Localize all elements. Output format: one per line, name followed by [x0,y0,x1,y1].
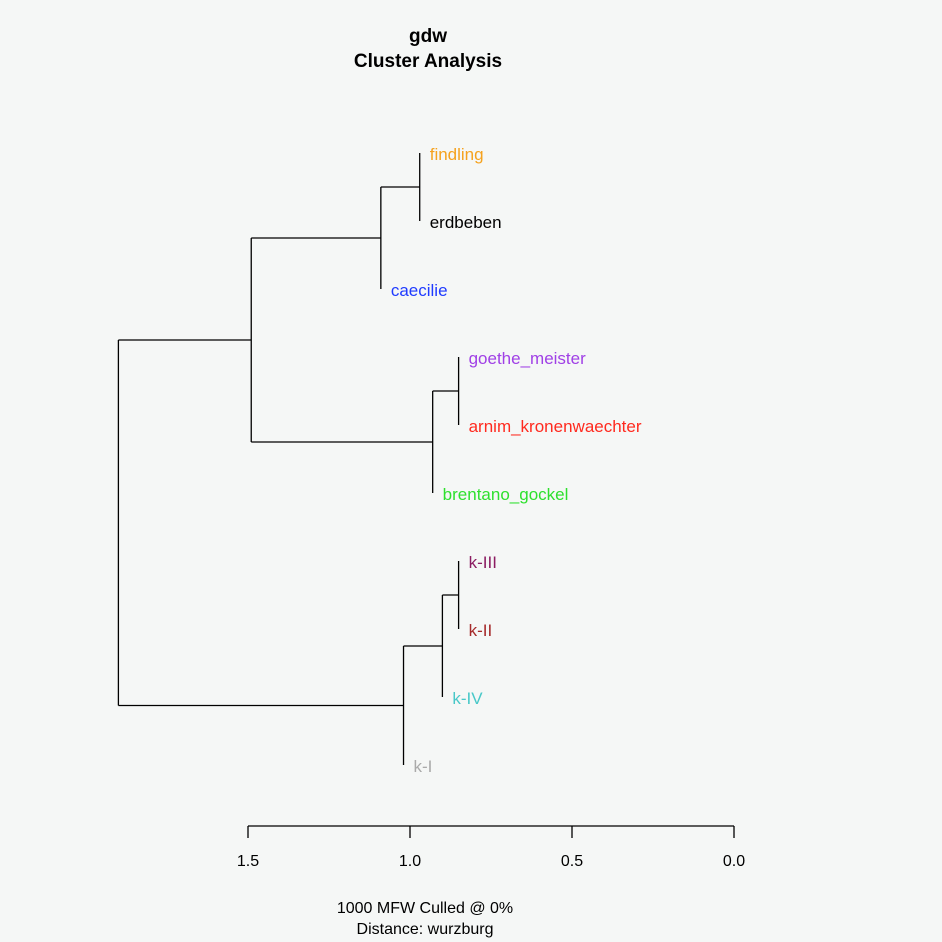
leaf-label: findling [430,145,484,164]
leaf-label: k-II [469,621,493,640]
tick-label: 1.5 [237,853,259,870]
footer-distance: Distance: wurzburg [357,921,494,938]
tick-label: 0.5 [561,853,583,870]
footer-mfw: 1000 MFW Culled @ 0% [337,900,513,917]
tick-label: 1.0 [399,853,421,870]
leaf-label: arnim_kronenwaechter [469,417,642,436]
leaf-label: goethe_meister [469,349,587,368]
chart-title: gdw [409,26,447,47]
x-axis: 1.5 1.0 0.5 0.0 [237,825,745,870]
leaf-label: k-III [469,553,497,572]
leaf-label: k-I [414,757,433,776]
tick-label: 0.0 [723,853,745,870]
leaf-label: erdbeben [430,213,502,232]
dendrogram-tree: findling erdbeben caecilie goethe_meisterar… [117,145,642,776]
chart-subtitle: Cluster Analysis [354,51,502,72]
leaf-label: k-IV [452,689,483,708]
leaf-label: caecilie [391,281,448,300]
leaf-label: brentano_gockel [443,485,569,504]
